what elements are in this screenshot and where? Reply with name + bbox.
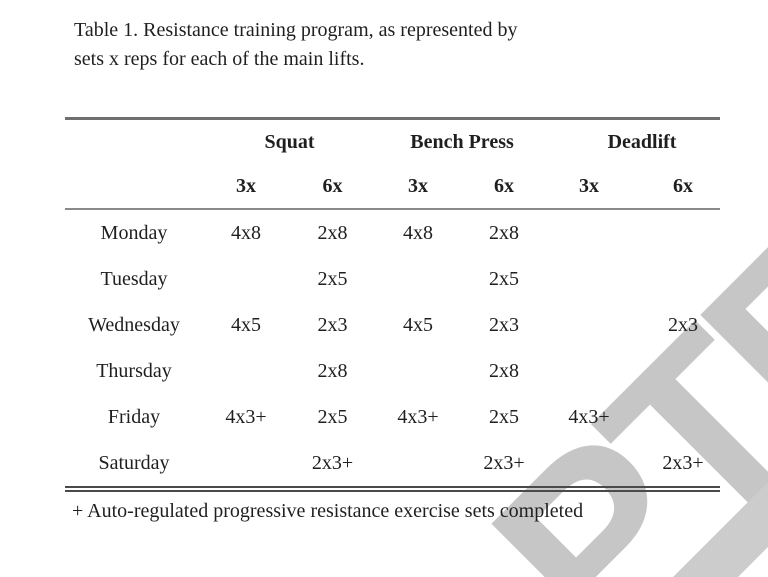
table-row: Wednesday 4x5 2x3 4x5 2x3 2x3	[65, 302, 720, 348]
value-cell: 4x5	[403, 313, 433, 336]
day-cell: Monday	[100, 221, 168, 244]
value-cell	[376, 348, 460, 394]
value-cell: 4x3+	[397, 405, 439, 428]
value-cell	[630, 209, 720, 256]
value-cell: 4x3+	[568, 405, 610, 428]
value-cell: 2x5	[489, 267, 519, 290]
value-cell: 2x8	[317, 359, 348, 382]
value-cell: 4x5	[231, 313, 261, 336]
value-cell	[203, 440, 289, 489]
table-row: Friday 4x3+ 2x5 4x3+ 2x5 4x3+	[65, 394, 720, 440]
value-cell	[630, 394, 720, 440]
value-cell	[203, 348, 289, 394]
day-cell: Friday	[107, 405, 161, 428]
caption-line: sets x reps for each of the main lifts.	[74, 48, 365, 70]
subheader-cell: 3x	[203, 164, 289, 210]
value-cell: 2x3+	[662, 451, 704, 474]
day-cell: Thursday	[96, 359, 172, 382]
group-header-bench-press: Bench Press	[410, 130, 514, 153]
training-table: Squat Bench Press Deadlift 3x 6x 3x 6x 3…	[65, 117, 721, 492]
value-cell: 2x8	[489, 359, 519, 382]
value-cell	[630, 348, 720, 394]
value-cell	[548, 302, 630, 348]
value-cell	[203, 256, 289, 302]
subheader-cell: 6x	[630, 164, 721, 210]
subheader-cell: 3x	[548, 164, 631, 210]
subheader-row: 3x 6x 3x 6x 3x 6x	[65, 164, 721, 210]
table-caption: Table 1. Resistance training program, as…	[74, 16, 517, 74]
table-row: Tuesday 2x5 2x5	[65, 256, 720, 302]
value-cell: 2x8	[317, 221, 348, 244]
value-cell	[376, 440, 460, 489]
value-cell	[548, 256, 630, 302]
value-cell	[548, 348, 630, 394]
subheader-cell: 6x	[460, 164, 549, 210]
value-cell	[376, 256, 460, 302]
value-cell	[548, 440, 630, 489]
value-cell: 2x5	[317, 405, 348, 428]
value-cell: 2x5	[317, 267, 348, 290]
empty-cell	[65, 119, 203, 165]
day-cell: Tuesday	[100, 267, 168, 290]
value-cell: 4x8	[231, 221, 261, 244]
table-row: Thursday 2x8 2x8	[65, 348, 720, 394]
value-cell: 2x3+	[483, 451, 525, 474]
group-header-squat: Squat	[264, 130, 315, 153]
group-header-deadlift: Deadlift	[607, 130, 677, 153]
table-row: Monday 4x8 2x8 4x8 2x8	[65, 209, 720, 256]
value-cell	[548, 209, 630, 256]
value-cell: 4x3+	[225, 405, 267, 428]
subheader-cell: 6x	[289, 164, 376, 210]
subheader-cell: 3x	[376, 164, 460, 210]
empty-cell	[65, 164, 203, 210]
value-cell: 2x3+	[311, 451, 354, 474]
caption-line: Table 1. Resistance training program, as…	[74, 19, 518, 41]
day-cell: Saturday	[98, 451, 170, 474]
value-cell: 2x8	[489, 221, 519, 244]
day-cell: Wednesday	[88, 313, 180, 336]
value-cell: 2x3	[489, 313, 519, 336]
value-cell: 2x5	[489, 405, 519, 428]
value-cell: 2x3	[317, 313, 348, 336]
value-cell: 4x8	[403, 221, 433, 244]
value-cell	[630, 256, 720, 302]
table-row: Saturday 2x3+ 2x3+ 2x3+	[65, 440, 720, 489]
value-cell: 2x3	[668, 313, 699, 336]
group-header-row: Squat Bench Press Deadlift	[65, 119, 720, 165]
footnote: + Auto-regulated progressive resistance …	[72, 500, 584, 522]
